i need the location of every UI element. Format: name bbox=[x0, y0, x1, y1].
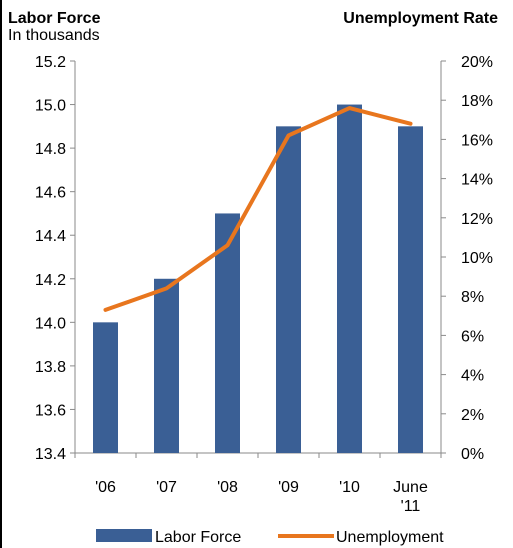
unemployment-point bbox=[105, 309, 106, 311]
legend: Labor Force Unemployment bbox=[96, 529, 444, 546]
left-tick-label: 14.4 bbox=[35, 228, 66, 245]
right-tick-label: 14% bbox=[461, 172, 493, 189]
legend-label-unemployment: Unemployment bbox=[336, 529, 444, 546]
right-tick-label: 18% bbox=[461, 93, 493, 110]
left-tick-label: 14.6 bbox=[35, 185, 66, 202]
left-tick-label: 14.0 bbox=[35, 315, 66, 332]
labor-force-bar bbox=[93, 322, 118, 453]
labor-force-bar bbox=[276, 126, 301, 453]
legend-swatch-labor-force bbox=[96, 529, 152, 542]
x-tick-label: '09 bbox=[278, 479, 299, 496]
bar-series bbox=[93, 104, 423, 454]
line-series bbox=[103, 106, 413, 312]
x-tick-label: '06 bbox=[95, 479, 116, 496]
right-tick-label: 6% bbox=[461, 328, 484, 345]
left-tick-label: 15.0 bbox=[35, 98, 66, 115]
x-tick-label: '07 bbox=[156, 479, 177, 496]
right-tick-label: 2% bbox=[461, 407, 484, 424]
right-tick-label: 16% bbox=[461, 132, 493, 149]
right-tick-label: 10% bbox=[461, 250, 493, 267]
labor-force-bar bbox=[398, 126, 423, 453]
left-tick-label: 13.6 bbox=[35, 402, 66, 419]
right-tick-label: 0% bbox=[461, 446, 484, 463]
x-tick-label: June bbox=[393, 479, 428, 496]
right-tick-label: 4% bbox=[461, 368, 484, 385]
left-axis-title: Labor Force bbox=[8, 10, 101, 27]
left-tick-label: 13.4 bbox=[35, 446, 66, 463]
right-tick-label: 8% bbox=[461, 289, 484, 306]
labor-force-bar bbox=[154, 278, 179, 453]
right-tick-label: 20% bbox=[461, 54, 493, 71]
unemployment-point bbox=[227, 244, 228, 246]
labor-force-bar bbox=[337, 104, 362, 454]
left-axis-ticks: 13.4 13.6 13.8 14.0 14.2 14.4 14.6 14.8 15.0 15.2 bbox=[35, 54, 75, 463]
unemployment-point bbox=[349, 107, 350, 109]
x-axis-labels: '06 '07 '08 '09 '10 June '11 bbox=[74, 453, 442, 515]
left-tick-label: 15.2 bbox=[35, 54, 66, 71]
legend-label-labor-force: Labor Force bbox=[155, 529, 241, 546]
left-tick-label: 14.2 bbox=[35, 272, 66, 289]
right-tick-label: 12% bbox=[461, 211, 493, 228]
unemployment-point bbox=[166, 287, 167, 289]
x-tick-label: '08 bbox=[217, 479, 238, 496]
unemployment-point bbox=[288, 134, 289, 136]
x-tick-label-line2: '11 bbox=[401, 498, 421, 515]
plot-area bbox=[74, 61, 442, 454]
left-tick-label: 13.8 bbox=[35, 359, 66, 376]
unemployment-point bbox=[410, 123, 411, 125]
left-tick-label: 14.8 bbox=[35, 141, 66, 158]
x-tick-label: '10 bbox=[339, 479, 360, 496]
left-axis-subtitle: In thousands bbox=[8, 27, 100, 44]
right-axis-ticks: 0% 2% 4% 6% 8% 10% 12% 14% 16% 18% 20% bbox=[441, 54, 493, 463]
right-axis-title: Unemployment Rate bbox=[343, 10, 498, 27]
unemployment-line bbox=[103, 106, 413, 312]
